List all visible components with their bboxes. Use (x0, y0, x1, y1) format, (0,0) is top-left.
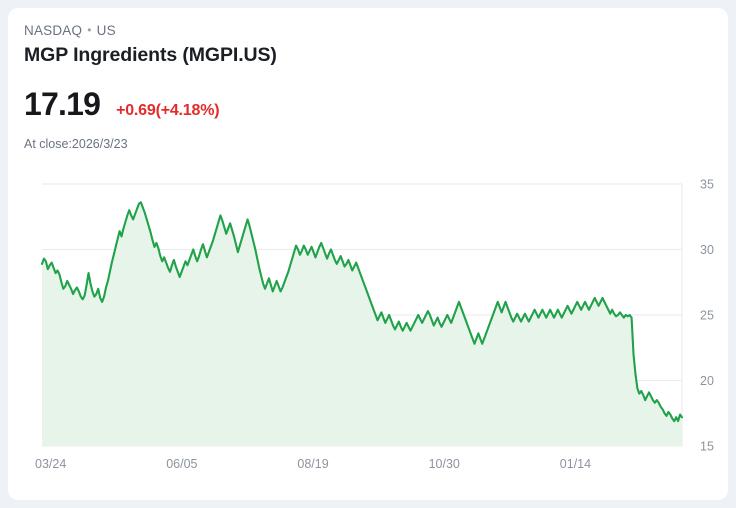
quote-row: 17.19 +0.69(+4.18%) (24, 86, 220, 122)
region-label: US (96, 23, 116, 38)
price-chart[interactable]: 35 30 25 20 15 03/24 06/05 08/19 10/30 01/14 (8, 163, 728, 483)
price-change: +0.69(+4.18%) (116, 102, 220, 119)
stock-quote-card: NASDAQ • US MGP Ingredients (MGPI.US) 17.1… (8, 8, 728, 500)
page-title: MGP Ingredients (MGPI.US) (24, 44, 277, 66)
separator-dot: • (87, 23, 92, 37)
x-axis-tick-label: 08/19 (297, 457, 328, 471)
x-axis-tick-label: 01/14 (560, 457, 591, 471)
price-area-fill (42, 202, 682, 446)
x-axis-tick-label: 10/30 (429, 457, 460, 471)
y-axis-tick-label: 30 (700, 243, 714, 257)
y-axis-tick-label: 35 (700, 178, 714, 192)
price-chart-svg[interactable]: 35 30 25 20 15 03/24 06/05 08/19 10/30 01/14 (8, 163, 728, 483)
quote-header: NASDAQ • US MGP Ingredients (MGPI.US) (24, 22, 624, 68)
market-status-note: At close:2026/3/23 (24, 137, 128, 151)
y-axis-tick-label: 25 (700, 309, 714, 323)
x-axis-tick-label: 06/05 (166, 457, 197, 471)
current-price: 17.19 (24, 86, 101, 122)
exchange-name: NASDAQ (24, 23, 83, 38)
y-axis-tick-label: 15 (700, 440, 714, 454)
x-axis-tick-label: 03/24 (35, 457, 66, 471)
price-line (40, 201, 684, 423)
exchange-region-row: NASDAQ • US (24, 22, 624, 40)
y-axis-tick-label: 20 (700, 374, 714, 388)
